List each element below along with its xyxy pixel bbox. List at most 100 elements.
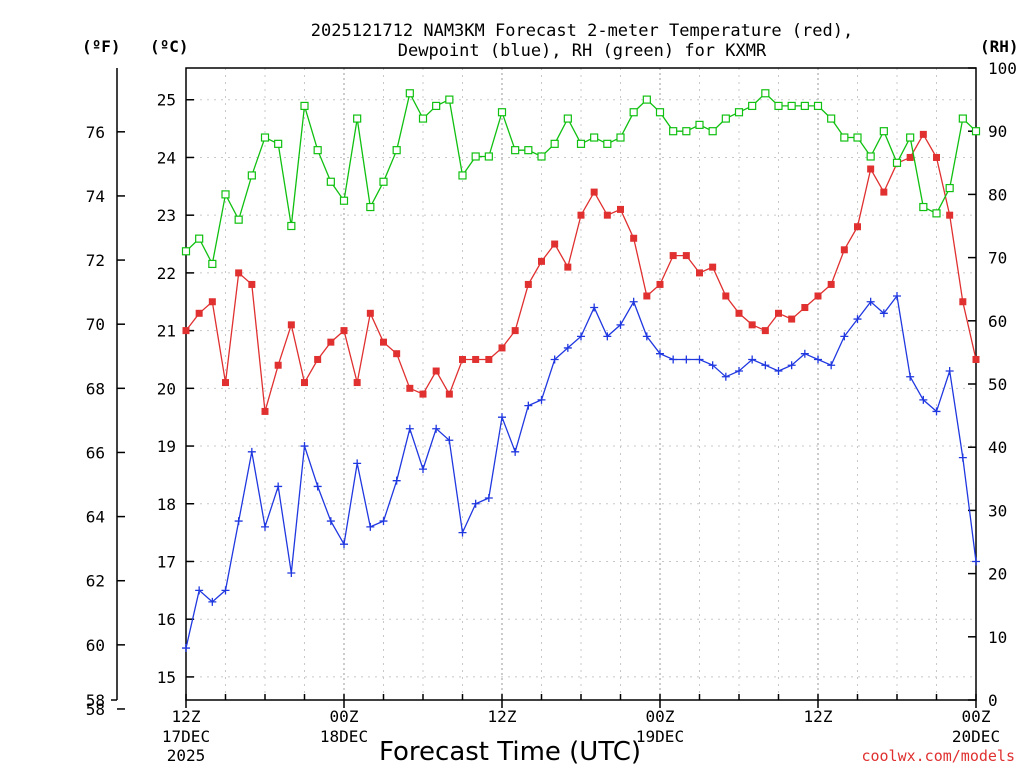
dewpoint-point (379, 517, 388, 526)
rh-point (458, 171, 467, 180)
celsius-tick-label: 23 (157, 206, 176, 225)
celsius-tick-label: 15 (157, 668, 176, 687)
rh-point (181, 247, 191, 256)
temperature-point (485, 355, 493, 363)
temperature-point (551, 240, 559, 248)
dewpoint-point (234, 517, 243, 526)
dewpoint-point (445, 436, 454, 445)
dewpoint-point (682, 355, 691, 364)
rh-point (247, 171, 256, 180)
rh-point (366, 202, 375, 212)
rh-point (353, 114, 362, 123)
temperature-point (327, 338, 335, 346)
temperature-point (340, 327, 348, 335)
rh-point (906, 133, 915, 142)
dewpoint-point (735, 367, 743, 376)
temperature-point (972, 355, 980, 363)
rh-tick-label: 40 (988, 438, 1007, 457)
rh-point (774, 101, 783, 111)
data-series (181, 89, 981, 653)
temperature-point (182, 327, 190, 335)
rh-point (550, 139, 559, 148)
rh-point (971, 127, 981, 136)
rh-point (813, 101, 823, 111)
dewpoint-point (616, 320, 625, 329)
dewpoint-point (458, 528, 467, 537)
credit-label: coolwx.com/models (861, 747, 1015, 765)
temperature-point (445, 390, 453, 398)
fahrenheit-tick-label: 58 (86, 700, 105, 719)
grid-lines (185, 68, 977, 700)
temperature-point (722, 292, 730, 300)
rh-point (379, 177, 388, 186)
temperature-point (353, 379, 361, 387)
dewpoint-point (695, 355, 704, 364)
temperature-point (538, 257, 545, 265)
dewpoint-point (471, 499, 480, 508)
temperature-point (630, 234, 638, 242)
temperature-point (603, 211, 611, 219)
fahrenheit-tick-label: 68 (86, 379, 105, 398)
dewpoint-point (945, 367, 954, 376)
dewpoint-point (774, 367, 783, 376)
rh-point (511, 146, 520, 155)
fahrenheit-unit-label: (ºF) (82, 37, 121, 56)
temperature-point (274, 361, 282, 369)
x-tick-label: 00Z (646, 707, 675, 726)
dewpoint-point (247, 447, 256, 456)
dewpoint-point (300, 442, 309, 451)
fahrenheit-tick-label: 72 (86, 251, 105, 270)
temperature-point (906, 153, 914, 161)
dewpoint-point (577, 332, 585, 341)
x-tick-label: 12Z (488, 707, 517, 726)
dewpoint-point (814, 355, 822, 364)
dewpoint-point (419, 465, 427, 474)
rh-point (787, 101, 796, 111)
rh-point (274, 139, 283, 148)
dewpoint-point (603, 332, 612, 341)
dewpoint-point (366, 522, 375, 531)
rh-point (827, 114, 836, 123)
temperature-point (801, 304, 809, 312)
rh-point (708, 127, 717, 136)
rh-tick-label: 80 (988, 185, 1007, 204)
celsius-tick-label: 19 (157, 437, 176, 456)
dewpoint-point (972, 557, 980, 566)
rh-point (287, 221, 296, 231)
dewpoint-point (498, 413, 506, 422)
dewpoint-point (721, 372, 730, 381)
x-tick-label: 00Z (962, 707, 991, 726)
temperature-point (946, 211, 954, 219)
rh-tick-label: 100 (988, 59, 1017, 78)
rh-point (958, 114, 967, 123)
x-tick-label: 00Z (330, 707, 359, 726)
x-tick-sublabel: 20DEC (952, 727, 1000, 746)
rh-point (853, 133, 862, 142)
rh-point (761, 89, 770, 98)
temperature-point (669, 252, 677, 260)
rh-point (616, 133, 625, 142)
rh-point (300, 101, 309, 111)
temperature-point (498, 344, 506, 352)
temperature-point (656, 280, 664, 288)
fahrenheit-tick-label: 60 (86, 636, 105, 655)
rh-tick-label: 70 (988, 249, 1007, 268)
axes: 58 60 62 64 66 68 70 72 74 76 58 15 16 17 18 19 20 21 22 23… (86, 59, 1017, 765)
dewpoint-point (537, 395, 546, 404)
dewpoint-point (919, 395, 928, 404)
temperature-point (709, 263, 717, 271)
rh-point (682, 127, 691, 136)
temperature-point (919, 130, 927, 138)
rh-point (234, 215, 243, 224)
fahrenheit-tick-label: 66 (86, 443, 105, 462)
x-tick-sublabel: 17DEC (162, 727, 210, 746)
fahrenheit-tick-label: 70 (86, 315, 105, 334)
rh-tick-label: 10 (988, 628, 1007, 647)
temperature-point (788, 315, 796, 323)
x-axis-title: Forecast Time (UTC) (379, 737, 641, 767)
rh-tick-label: 0 (988, 691, 998, 710)
rh-point (800, 101, 809, 111)
dewpoint-point (748, 355, 757, 364)
rh-point (603, 139, 612, 148)
dewpoint-point (208, 597, 217, 606)
